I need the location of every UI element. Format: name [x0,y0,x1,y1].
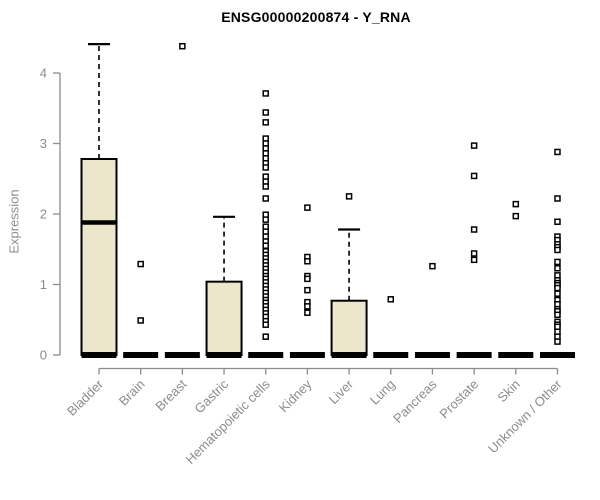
x-tick-label: Pancreas [390,376,440,426]
outlier-point [304,303,311,310]
box-body [205,280,243,356]
zero-bar [414,352,450,358]
y-tick-label: 0 [40,348,47,363]
zero-bar [81,352,117,358]
outlier-point [554,311,561,319]
box-kidney [289,204,325,358]
outlier-point [554,338,561,345]
outlier-point [345,193,353,200]
box-lung [373,296,409,358]
zero-bar [206,352,242,358]
outlier-point [470,142,478,149]
x-tick-label: Unknown / Other [485,376,565,456]
outlier-point [262,183,269,190]
box-body [330,299,368,356]
zero-bar [164,352,200,358]
zero-bar [123,352,159,358]
outlier-point [554,265,561,272]
outlier-point [137,317,144,324]
outlier-point [262,90,269,97]
outlier-point [262,321,269,328]
x-tick-label: Skin [494,377,522,405]
outlier-point [512,200,520,208]
outlier-point [304,257,311,265]
outlier-point [262,216,269,223]
zero-bar [289,352,325,358]
zero-bar [539,352,575,358]
box-skin [498,200,534,358]
y-tick-label: 2 [40,207,47,222]
outlier-point [554,246,561,254]
outlier-point [262,164,269,171]
outlier-point [262,195,269,202]
outlier-point [470,226,478,233]
outlier-point [304,309,311,316]
x-tick-label: Brain [116,377,148,409]
outlier-point [470,256,478,264]
box-breast [164,42,200,358]
outlier-point [554,148,561,156]
outlier-point [554,290,561,297]
box-brain [123,260,159,358]
x-tick-label: Kidney [276,376,315,415]
x-tick-label: Prostate [436,377,481,422]
outlier-point [554,258,561,266]
outlier-point [262,242,269,249]
outlier-point [387,296,395,303]
y-tick-label: 3 [40,136,47,151]
box-body [80,158,118,356]
chart-title: ENSG00000200874 - Y_RNA [221,9,411,25]
outlier-point [512,212,520,220]
box-bladder [80,42,118,358]
x-tick-label: Breast [152,376,189,413]
box-gastric [205,215,243,358]
outlier-point [262,119,269,126]
outlier-point [262,333,269,340]
outlier-point [304,204,311,211]
box-liver [330,193,368,358]
box-pancreas [414,262,450,358]
outlier-point [429,262,436,270]
outlier-point [554,218,561,226]
x-tick-label: Liver [326,376,357,407]
box-hematopoietic-cells [248,90,284,358]
outlier-point [137,260,144,268]
outlier-point [554,195,561,202]
box-prostate [456,142,492,358]
outlier-point [470,250,478,257]
outlier-point [304,286,311,294]
zero-bar [373,352,409,358]
outlier-point [554,284,561,292]
outlier-point [179,42,186,50]
outlier-point [262,109,269,116]
x-tick-label: Lung [367,377,398,408]
zero-bar [498,352,534,358]
outlier-point [470,172,478,180]
x-tick-label: Gastric [191,376,231,416]
zero-bar [331,352,367,358]
box-unknown-other [539,148,575,358]
y-tick-label: 4 [40,66,47,81]
zero-bar [248,352,284,358]
outlier-point [304,275,311,283]
y-tick-label: 1 [40,277,47,292]
zero-bar [456,352,492,358]
x-tick-label: Bladder [64,376,107,419]
